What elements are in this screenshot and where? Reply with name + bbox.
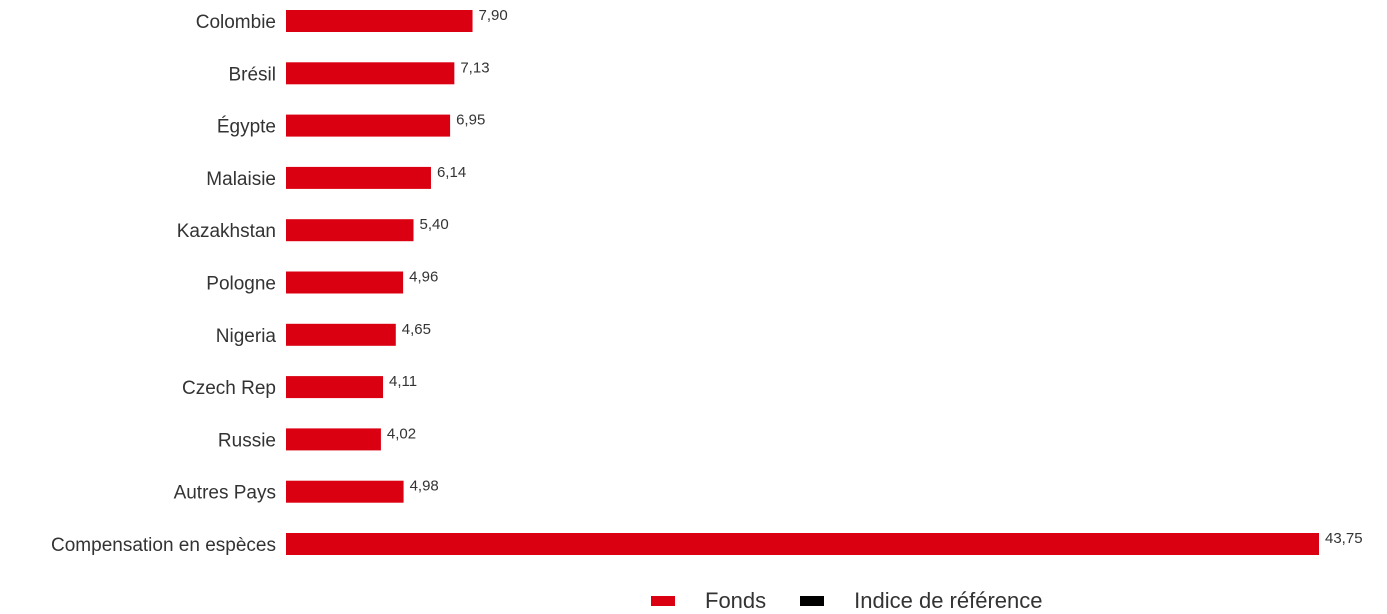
legend-item-indice: Indice de référence (800, 588, 1043, 614)
category-label-bresil: Brésil (228, 64, 276, 85)
bar-czech-rep (286, 376, 384, 399)
value-label-bresil: 7,13 (460, 59, 489, 76)
value-label-russie: 4,02 (387, 425, 416, 442)
value-label-czech-rep: 4,11 (389, 373, 417, 390)
category-label-czech-rep: Czech Rep (182, 378, 276, 399)
bar-chart: Colombie 7,90 Brésil 7,13 Égypte 6,95 Malaisie… (51, 7, 1363, 556)
legend: Fonds Indice de référence (651, 588, 1077, 614)
category-label-egypte: Égypte (217, 117, 276, 138)
category-label-compensation-en-especes: Compensation en espèces (51, 535, 276, 556)
bar-colombie (286, 10, 473, 32)
value-label-compensation-en-especes: 43,75 (1325, 530, 1363, 547)
bar-bresil (286, 62, 455, 85)
legend-label-indice: Indice de référence (854, 588, 1043, 613)
bar-pologne (286, 271, 404, 294)
category-label-russie: Russie (218, 430, 276, 451)
value-label-egypte: 6,95 (456, 112, 485, 129)
value-label-malaisie: 6,14 (437, 164, 466, 181)
category-label-nigeria: Nigeria (216, 326, 277, 347)
bar-malaisie (286, 166, 431, 189)
category-label-colombie: Colombie (196, 12, 276, 33)
value-label-nigeria: 4,65 (402, 321, 431, 338)
value-label-autres-pays: 4,98 (410, 478, 439, 495)
category-label-pologne: Pologne (206, 274, 276, 295)
legend-item-fonds: Fonds (651, 588, 766, 614)
legend-swatch-indice (800, 596, 825, 606)
bar-russie (286, 428, 381, 451)
category-label-malaisie: Malaisie (206, 169, 276, 190)
category-label-kazakhstan: Kazakhstan (177, 221, 276, 242)
value-label-colombie: 7,90 (479, 7, 508, 24)
bar-autres-pays (286, 480, 404, 503)
bar-compensation-en-especes (286, 533, 1319, 555)
legend-swatch-fonds (651, 596, 675, 606)
bar-egypte (286, 114, 451, 137)
value-label-pologne: 4,96 (409, 269, 438, 286)
legend-label-fonds: Fonds (705, 588, 767, 613)
bar-kazakhstan (286, 219, 414, 242)
bar-nigeria (286, 323, 396, 346)
category-label-autres-pays: Autres Pays (174, 483, 276, 504)
value-label-kazakhstan: 5,40 (420, 216, 449, 233)
